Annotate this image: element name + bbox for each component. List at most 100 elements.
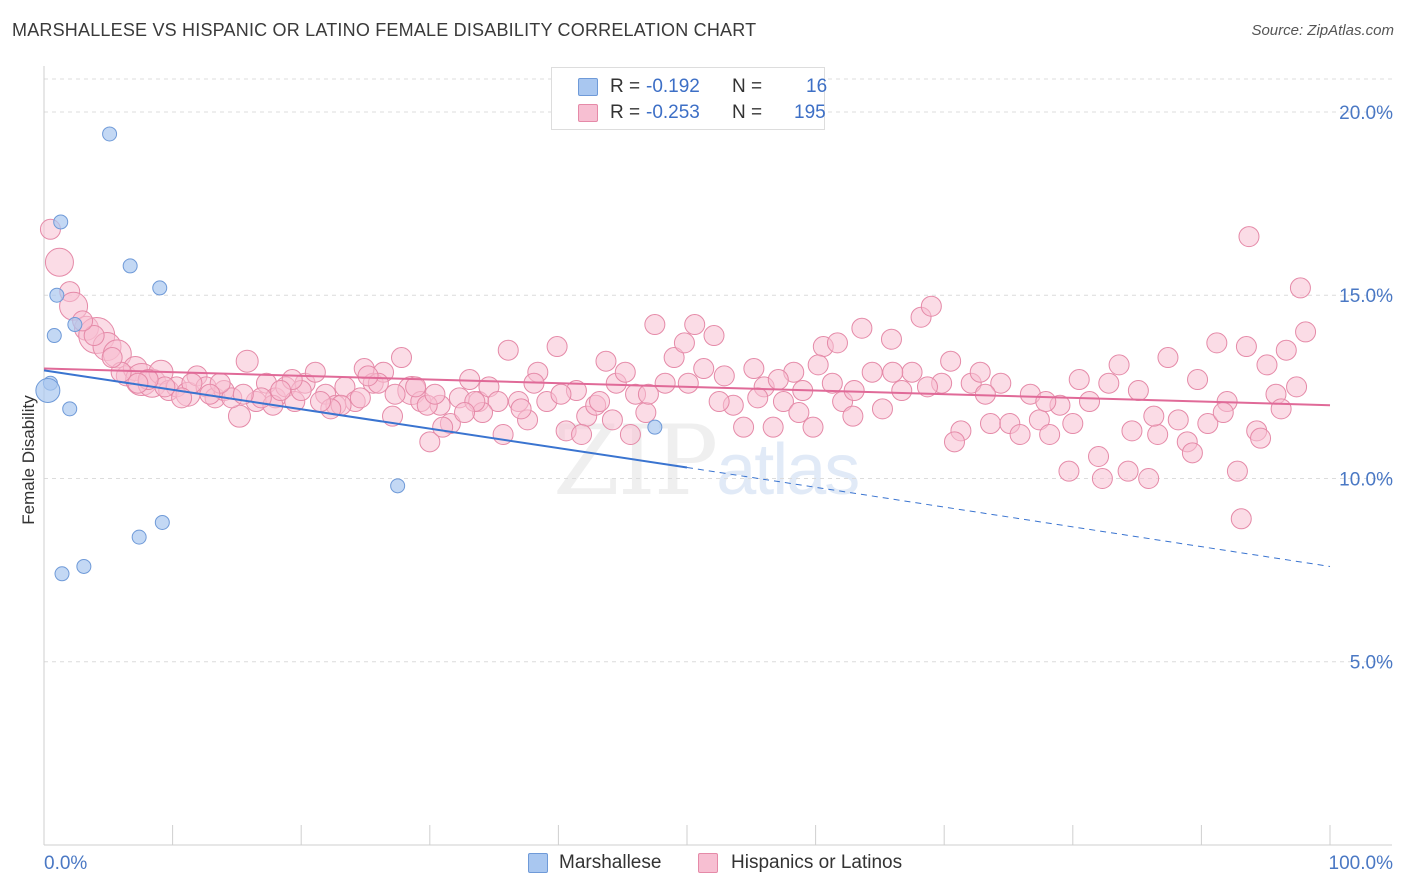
hispanic-point	[1212, 402, 1234, 424]
hispanic-point	[1270, 398, 1292, 420]
legend-r-label: R =	[610, 102, 641, 123]
hispanic-point	[644, 314, 666, 336]
hispanic-point	[1121, 420, 1143, 442]
hispanic-point	[1197, 413, 1219, 435]
hispanic-point	[1058, 460, 1080, 482]
legend-r-label: R =	[610, 76, 641, 97]
hispanic-point	[1187, 369, 1209, 391]
hispanic-point	[1289, 277, 1311, 299]
hispanic-point	[871, 398, 893, 420]
hispanic-point	[762, 416, 784, 438]
legend: R = -0.192 N = 16 R = -0.253 N = 195	[551, 67, 828, 130]
hispanic-point	[1117, 460, 1139, 482]
hispanic-point	[684, 314, 706, 336]
hispanic-point	[1230, 508, 1252, 530]
marshallese-point	[54, 566, 70, 582]
hispanic-point	[309, 391, 331, 413]
hispanic-point	[384, 383, 406, 405]
y-axis-title: Female Disability	[19, 395, 38, 525]
hispanic-point	[432, 416, 454, 438]
watermark: ZIPatlas	[553, 405, 860, 517]
hispanic-point	[497, 339, 519, 361]
hispanic-point	[270, 380, 292, 402]
hispanic-point	[83, 325, 105, 347]
hispanic-point	[510, 398, 532, 420]
hispanic-point	[571, 424, 593, 446]
hispanic-point	[101, 347, 123, 369]
marshallese-point	[647, 419, 663, 435]
y-tick-label: 15.0%	[1339, 286, 1393, 307]
marshallese-trend-extension	[686, 467, 1331, 567]
source-label: Source: ZipAtlas.com	[1251, 22, 1394, 39]
hispanic-point	[826, 332, 848, 354]
hispanic-point	[1275, 339, 1297, 361]
legend-r-value: -0.253	[646, 102, 700, 123]
hispanic-point	[349, 387, 371, 409]
hispanic-point	[44, 247, 74, 277]
bottom-legend-label-marshallese: Marshallese	[559, 852, 662, 873]
legend-n-label: N =	[732, 76, 763, 97]
hispanic-point	[969, 361, 991, 383]
hispanic-point	[920, 295, 942, 317]
hispanic-point	[1147, 424, 1169, 446]
hispanic-point	[637, 383, 659, 405]
hispanic-point	[772, 391, 794, 413]
hispanic-point	[1235, 336, 1257, 358]
x-tick-label: 100.0%	[1329, 853, 1394, 874]
hispanic-point	[357, 365, 379, 387]
hispanic-point	[1079, 391, 1101, 413]
hispanic-point	[1009, 424, 1031, 446]
hispanic-point	[901, 361, 923, 383]
legend-swatch-marshallese	[578, 78, 598, 96]
hispanic-point	[916, 376, 938, 398]
hispanic-point	[391, 347, 413, 369]
hispanic-point	[743, 358, 765, 380]
y-tick-label: 10.0%	[1339, 469, 1393, 490]
hispanic-point	[589, 391, 611, 413]
hispanic-point	[635, 402, 657, 424]
hispanic-point	[677, 372, 699, 394]
x-tick-label: 0.0%	[44, 853, 87, 874]
marshallese-trend-line	[43, 369, 688, 469]
hispanic-point	[802, 416, 824, 438]
hispanic-point	[1256, 354, 1278, 376]
hispanic-point	[733, 416, 755, 438]
hispanic-point	[1039, 424, 1061, 446]
bottom-legend-swatch-hispanics	[698, 853, 718, 873]
hispanic-point	[1143, 405, 1165, 427]
hispanic-point	[1226, 460, 1248, 482]
hispanic-point	[713, 365, 735, 387]
hispanic-point	[990, 372, 1012, 394]
hispanic-point	[851, 317, 873, 339]
hispanic-point	[1238, 226, 1260, 248]
hispanic-point	[1088, 446, 1110, 468]
marshallese-point	[76, 558, 92, 574]
legend-n-value: 16	[806, 76, 828, 97]
marshallese-point	[102, 126, 118, 142]
bottom-legend-swatch-marshallese	[528, 853, 548, 873]
hispanic-point	[1157, 347, 1179, 369]
marshallese-point	[46, 328, 62, 344]
hispanic-point	[424, 383, 446, 405]
y-tick-label: 20.0%	[1339, 103, 1393, 124]
series-marshallese	[35, 126, 663, 582]
hispanics-trend-line	[43, 367, 1331, 407]
marshallese-point	[67, 317, 83, 333]
marshallese-point	[390, 478, 406, 494]
marshallese-point	[49, 287, 65, 303]
y-tick-label: 5.0%	[1350, 653, 1393, 674]
hispanic-point	[788, 402, 810, 424]
hispanic-point	[673, 332, 695, 354]
hispanic-point	[1167, 409, 1189, 431]
hispanic-point	[419, 431, 441, 453]
hispanic-point	[1108, 354, 1130, 376]
hispanic-point	[940, 350, 962, 372]
hispanic-point	[767, 369, 789, 391]
hispanic-point	[487, 391, 509, 413]
hispanic-point	[1138, 467, 1160, 489]
marshallese-point	[131, 529, 147, 545]
hispanic-point	[1091, 467, 1113, 489]
hispanic-point	[654, 372, 676, 394]
hispanic-point	[405, 376, 427, 398]
hispanic-point	[882, 361, 904, 383]
